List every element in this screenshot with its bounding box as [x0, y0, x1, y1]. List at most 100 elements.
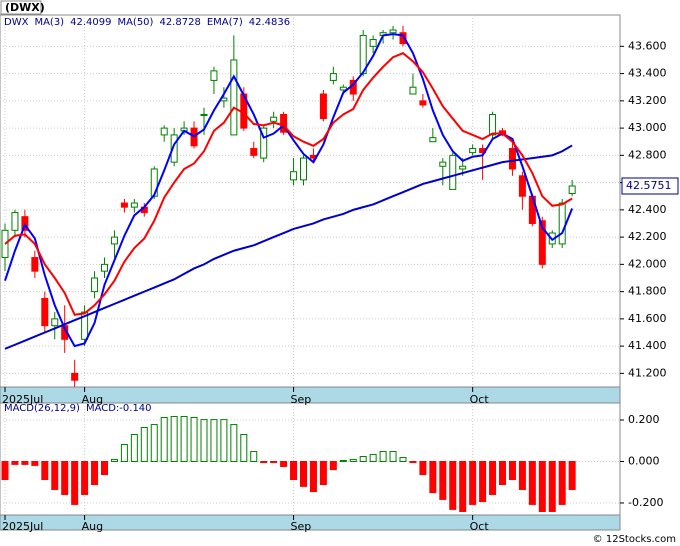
macd-bar: [409, 460, 417, 464]
macd-bar: [429, 460, 437, 494]
macd-bar: [309, 460, 317, 493]
candle-body: [280, 113, 288, 133]
macd-bar: [359, 456, 367, 462]
candle-body: [409, 86, 417, 95]
macd-bar: [260, 460, 268, 464]
macd-bar: [250, 451, 258, 462]
y-tick-label: 43.000: [628, 121, 667, 134]
macd-bar: [508, 460, 516, 481]
macd-bar: [71, 460, 79, 505]
legend-text: 42.8728: [159, 17, 200, 28]
macd-bar: [160, 417, 168, 462]
candle-body: [71, 372, 79, 381]
candle-body: [459, 165, 467, 170]
candle-body: [508, 148, 516, 170]
macd-bar: [329, 460, 337, 471]
macd-bar: [120, 443, 128, 462]
macd-bar: [319, 460, 327, 486]
candle-body: [250, 148, 258, 156]
y-tick-label: 43.600: [628, 39, 667, 52]
macd-bar: [449, 460, 457, 510]
legend-text: DWX: [4, 17, 29, 28]
y-tick-label: 43.400: [628, 67, 667, 80]
candle-body: [419, 100, 427, 106]
y-tick-label: 43.200: [628, 94, 667, 107]
macd-bar: [479, 460, 487, 503]
x-axis-band: [0, 514, 621, 531]
candle-body: [399, 32, 407, 45]
y-tick-label: 42.400: [628, 203, 667, 216]
macd-bar: [270, 460, 278, 464]
macd-bar: [130, 434, 138, 462]
y-tick-label: 41.600: [628, 312, 667, 325]
macd-bar: [379, 451, 387, 462]
macd-bar: [499, 460, 506, 486]
macd-bar: [200, 419, 208, 462]
macd-bar: [110, 458, 118, 462]
line-series: [4, 52, 573, 316]
candle-body: [11, 212, 19, 231]
candle-body: [568, 185, 576, 195]
macd-bar: [41, 460, 49, 481]
candle-body: [319, 93, 327, 120]
macd-bar: [51, 460, 59, 490]
candle-body: [230, 59, 238, 136]
last-price-label: 42.5751: [626, 179, 672, 192]
candle-body: [110, 236, 118, 245]
candle-body: [130, 202, 138, 208]
macd-bar: [439, 460, 447, 500]
candle-body: [101, 263, 108, 272]
candle-body: [558, 202, 566, 245]
candle-body: [489, 113, 497, 136]
x-tick-label: Aug: [82, 393, 103, 406]
title-box: [0, 0, 42, 15]
candle-body: [449, 154, 457, 190]
macd-bar: [180, 415, 188, 462]
candle-body: [210, 70, 218, 81]
macd-bar: [528, 460, 536, 505]
macd-bar: [568, 460, 576, 490]
macd-bar: [369, 453, 377, 462]
x-tick-label: Oct: [470, 520, 490, 533]
candle-body: [300, 157, 307, 181]
y-tick-label: 41.200: [628, 366, 667, 379]
macd-bar: [190, 417, 198, 462]
x-axis-band: [0, 386, 621, 404]
macd-bar: [1, 460, 9, 481]
candle-body: [51, 318, 59, 327]
macd-bar: [538, 460, 546, 512]
legend-text: MACD:-0.140: [86, 403, 152, 414]
candle-body: [120, 202, 128, 208]
candle-body: [91, 277, 99, 293]
candle-body: [260, 127, 268, 159]
legend-text: MA(3): [34, 17, 64, 28]
y-tick-label: 0.200: [628, 413, 660, 426]
x-tick-label: Oct: [470, 393, 490, 406]
macd-bar: [11, 460, 19, 465]
legend-text: EMA(7): [207, 17, 243, 28]
macd-bar: [31, 460, 39, 466]
macd-bar: [91, 460, 99, 486]
macd-bar: [220, 419, 228, 462]
macd-bar: [81, 460, 89, 495]
macd-bar: [339, 459, 347, 462]
candle-body: [369, 39, 377, 47]
candle-body: [538, 220, 546, 265]
macd-bar: [419, 460, 427, 476]
legend-text: MACD(26,12,9): [4, 403, 80, 414]
legend-text: MA(50): [117, 17, 153, 28]
macd-bar: [518, 460, 526, 490]
macd-bar: [469, 460, 477, 505]
candle-body: [329, 73, 337, 81]
macd-bar: [389, 451, 397, 462]
macd-bar: [459, 460, 467, 512]
candle-body: [389, 29, 397, 34]
macd-bar: [558, 460, 566, 505]
macd-bar: [230, 424, 238, 462]
candle-body: [31, 257, 39, 272]
candle-body: [160, 127, 168, 136]
x-tick-label: Sep: [291, 520, 312, 533]
candle-body: [41, 297, 49, 327]
